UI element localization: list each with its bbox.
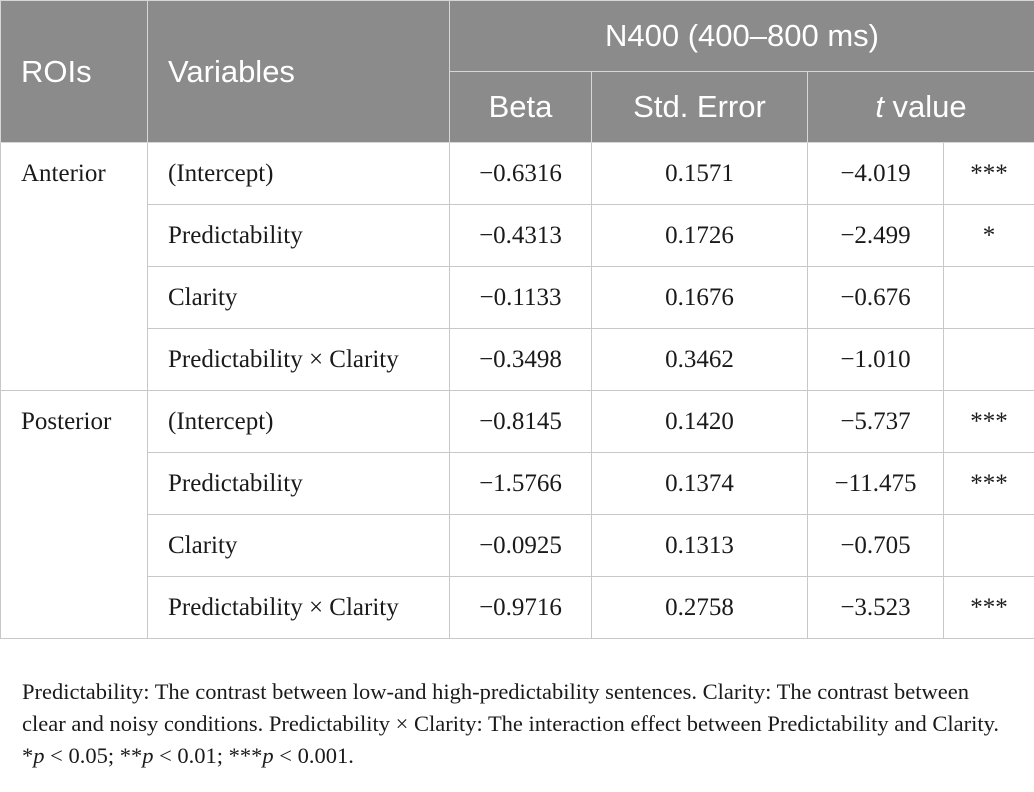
footnote-p2-value: < 0.01; [153, 743, 229, 768]
footnote-p1-value: < 0.05; [44, 743, 120, 768]
footnote-p1-stars: * [22, 743, 34, 768]
t-value-cell: −2.499 [807, 204, 944, 267]
header-t-italic: t [875, 89, 884, 124]
beta-cell: −1.5766 [449, 452, 592, 515]
header-variables: Variables [147, 0, 450, 143]
t-value-cell: −11.475 [807, 452, 944, 515]
std-error-cell: 0.1374 [591, 452, 808, 515]
table-body: Anterior (Intercept) −0.6316 0.1571 −4.0… [0, 142, 1034, 639]
variable-cell: Predictability [147, 452, 450, 515]
variable-cell: Predictability [147, 204, 450, 267]
variable-cell: (Intercept) [147, 390, 450, 453]
variable-cell: Predictability × Clarity [147, 576, 450, 639]
beta-cell: −0.3498 [449, 328, 592, 391]
significance-cell [943, 328, 1034, 391]
table-header: ROIs Variables N400 (400–800 ms) Beta St… [0, 0, 1034, 143]
table-row: Predictability × Clarity −0.3498 0.3462 … [1, 328, 1034, 391]
header-rois: ROIs [0, 0, 148, 143]
beta-cell: −0.4313 [449, 204, 592, 267]
significance-cell: *** [943, 142, 1034, 205]
t-value-cell: −1.010 [807, 328, 944, 391]
variable-cell: (Intercept) [147, 142, 450, 205]
significance-cell: * [943, 204, 1034, 267]
footnote-text: Predictability: The contrast between low… [22, 679, 999, 736]
table-row: Posterior (Intercept) −0.8145 0.1420 −5.… [0, 390, 1034, 639]
std-error-cell: 0.1571 [591, 142, 808, 205]
beta-cell: −0.9716 [449, 576, 592, 639]
table-row: Clarity −0.0925 0.1313 −0.705 [1, 514, 1034, 577]
header-row-bottom: Beta Std. Error t value [1, 71, 1034, 143]
footnote-p2-stars: ** [119, 743, 143, 768]
footnote-p3-letter: p [262, 743, 274, 768]
header-t-value: t value [807, 71, 1034, 143]
std-error-cell: 0.1726 [591, 204, 808, 267]
t-value-cell: −0.705 [807, 514, 944, 577]
footnote-p2-letter: p [142, 743, 154, 768]
significance-cell [943, 266, 1034, 329]
table-row: Predictability −1.5766 0.1374 −11.475 **… [1, 452, 1034, 515]
table-row: Anterior (Intercept) −0.6316 0.1571 −4.0… [0, 142, 1034, 391]
t-value-cell: −0.676 [807, 266, 944, 329]
significance-cell: *** [943, 452, 1034, 515]
variable-cell: Predictability × Clarity [147, 328, 450, 391]
significance-cell [943, 514, 1034, 577]
table-row: Predictability × Clarity −0.9716 0.2758 … [1, 576, 1034, 639]
std-error-cell: 0.3462 [591, 328, 808, 391]
table-row: Clarity −0.1133 0.1676 −0.676 [1, 266, 1034, 329]
variable-cell: Clarity [147, 514, 450, 577]
beta-cell: −0.8145 [449, 390, 592, 453]
t-value-cell: −5.737 [807, 390, 944, 453]
roi-cell-posterior: Posterior [0, 390, 148, 639]
header-n400-group: N400 (400–800 ms) [449, 0, 1034, 72]
header-row-top: ROIs Variables N400 (400–800 ms) [0, 0, 1034, 143]
header-std-error: Std. Error [591, 71, 808, 143]
beta-cell: −0.6316 [449, 142, 592, 205]
footnote-p3-value: < 0.001. [273, 743, 354, 768]
header-t-rest: value [883, 89, 967, 124]
results-table: ROIs Variables N400 (400–800 ms) Beta St… [0, 0, 1034, 639]
footnote-p1-letter: p [33, 743, 45, 768]
table-footnote: Predictability: The contrast between low… [22, 676, 1012, 772]
std-error-cell: 0.2758 [591, 576, 808, 639]
footnote-p3-stars: *** [228, 743, 263, 768]
std-error-cell: 0.1420 [591, 390, 808, 453]
std-error-cell: 0.1676 [591, 266, 808, 329]
header-beta: Beta [449, 71, 592, 143]
table-row: Predictability −0.4313 0.1726 −2.499 * [1, 204, 1034, 267]
variable-cell: Clarity [147, 266, 450, 329]
t-value-cell: −4.019 [807, 142, 944, 205]
significance-cell: *** [943, 576, 1034, 639]
beta-cell: −0.0925 [449, 514, 592, 577]
beta-cell: −0.1133 [449, 266, 592, 329]
significance-cell: *** [943, 390, 1034, 453]
roi-cell-anterior: Anterior [0, 142, 148, 391]
std-error-cell: 0.1313 [591, 514, 808, 577]
t-value-cell: −3.523 [807, 576, 944, 639]
